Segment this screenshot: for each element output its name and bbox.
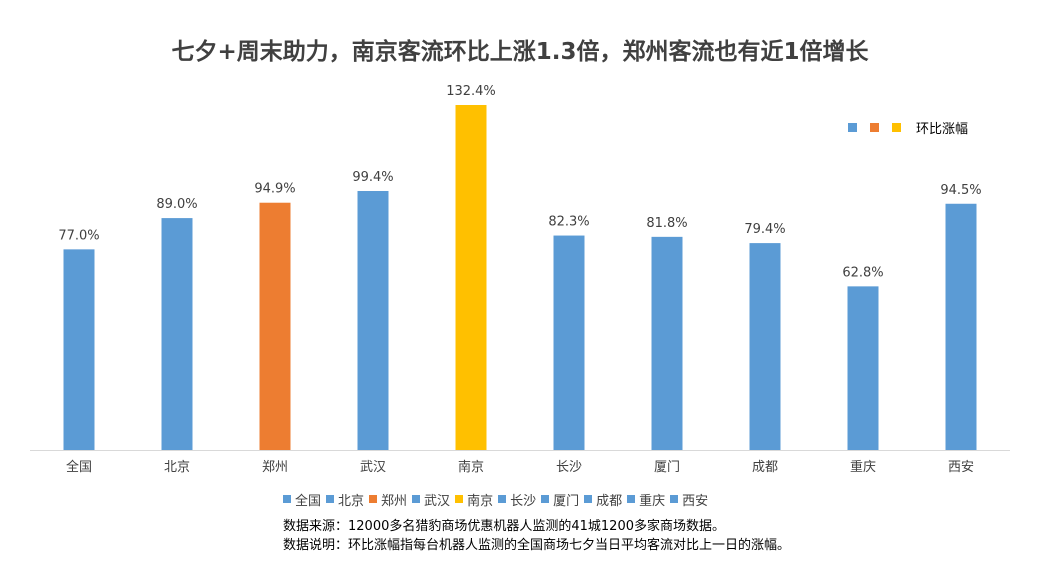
bar-3 [357, 190, 389, 450]
x-tick-label-1: 北京 [164, 460, 190, 475]
legend-item-label: 北京 [338, 493, 365, 509]
bar-2 [259, 202, 291, 450]
x-tick-label-8: 重庆 [850, 459, 876, 475]
legend-item-8: 重庆 [627, 490, 665, 509]
legend-swatch-2 [892, 122, 901, 132]
legend-item-3: 武汉 [412, 490, 450, 509]
bar-9 [945, 203, 977, 450]
legend-item-label: 成都 [596, 493, 623, 509]
footnote-source: 数据来源：12000多名猎豹商场优惠机器人监测的41城1200多家商场数据。 [283, 519, 725, 534]
legend-item-swatch [455, 495, 464, 503]
x-tick-label-0: 全国 [66, 459, 92, 475]
legend-item-swatch [498, 495, 507, 503]
legend-item-label: 西安 [682, 493, 709, 509]
x-tick-label-2: 郑州 [262, 460, 288, 475]
data-label-0: 77.0% [58, 228, 99, 243]
chart-title: 七夕+周末助力，南京客流环比上涨1.3倍，郑州客流也有近1倍增长 [171, 39, 869, 65]
data-label-5: 82.3% [548, 215, 589, 230]
bar-4 [455, 105, 487, 450]
data-label-4: 132.4% [446, 84, 496, 99]
legend-item-label: 厦门 [553, 493, 580, 509]
legend-item-label: 郑州 [381, 493, 408, 509]
legend-item-swatch [584, 495, 593, 503]
legend-item-1: 北京 [326, 490, 364, 509]
legend-item-6: 厦门 [541, 490, 579, 509]
legend-swatch-1 [870, 122, 879, 132]
legend-item-swatch [326, 495, 335, 503]
legend-item-2: 郑州 [369, 490, 407, 509]
x-tick-label-5: 长沙 [556, 460, 582, 475]
bar-1 [161, 218, 193, 450]
legend-item-0: 全国 [283, 490, 321, 509]
legend-item-swatch [670, 495, 679, 503]
x-tick-label-4: 南京 [458, 459, 484, 475]
data-label-6: 81.8% [646, 216, 687, 231]
x-tick-label-6: 厦门 [654, 460, 680, 475]
data-label-8: 62.8% [842, 265, 883, 280]
x-tick-label-7: 成都 [752, 460, 778, 475]
legend-item-label: 重庆 [639, 493, 666, 509]
legend-item-7: 成都 [584, 490, 622, 509]
legend-item-label: 武汉 [424, 493, 451, 509]
legend-bottom: 全国 北京 郑州 武汉 南京 长沙 厦门 成都 重庆 西安 [283, 490, 713, 509]
legend-item-9: 西安 [670, 490, 708, 509]
legend-item-swatch [541, 495, 550, 503]
bar-8 [847, 286, 879, 450]
legend-item-5: 长沙 [498, 490, 536, 509]
legend-label: 环比涨幅 [916, 121, 969, 137]
legend-item-swatch [369, 495, 378, 503]
legend-item-label: 全国 [295, 493, 322, 509]
legend-swatch-0 [848, 122, 857, 132]
x-tick-label-3: 武汉 [360, 460, 386, 475]
bar-6 [651, 236, 683, 450]
bar-0 [63, 249, 95, 450]
legend-item-swatch [283, 495, 291, 503]
data-label-1: 89.0% [156, 197, 197, 212]
data-label-9: 94.5% [940, 183, 981, 198]
data-label-3: 99.4% [352, 170, 393, 185]
footnote-note: 数据说明：环比涨幅指每台机器人监测的全国商场七夕当日平均客流对比上一日的涨幅。 [283, 538, 791, 553]
legend-item-swatch [627, 495, 636, 503]
data-label-2: 94.9% [254, 182, 295, 197]
legend-item-swatch [412, 495, 421, 503]
legend-item-4: 南京 [455, 490, 493, 509]
x-tick-label-9: 西安 [948, 460, 974, 475]
legend-top-right: 环比涨幅 [848, 118, 969, 137]
legend-item-label: 长沙 [510, 493, 537, 509]
bar-7 [749, 243, 781, 450]
legend-item-label: 南京 [467, 493, 494, 509]
data-label-7: 79.4% [744, 222, 785, 237]
bar-5 [553, 235, 585, 450]
